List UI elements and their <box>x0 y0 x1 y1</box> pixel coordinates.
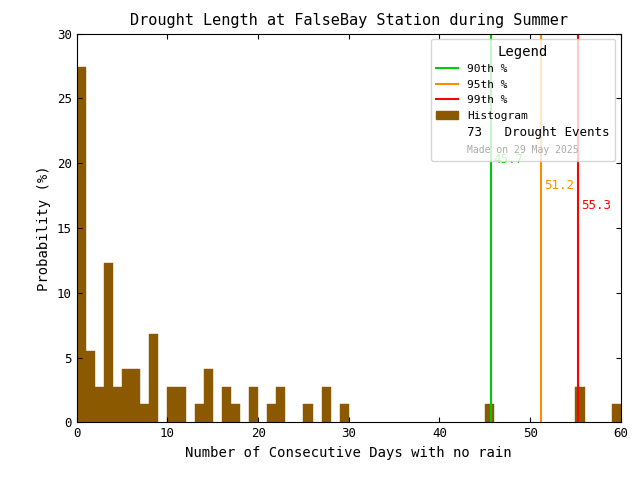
Bar <box>340 404 349 422</box>
Bar <box>86 351 95 422</box>
Text: 51.2: 51.2 <box>544 179 573 192</box>
Bar <box>77 67 86 422</box>
Text: 55.3: 55.3 <box>581 199 611 212</box>
X-axis label: Number of Consecutive Days with no rain: Number of Consecutive Days with no rain <box>186 446 512 460</box>
Bar <box>303 404 312 422</box>
Bar <box>485 404 494 422</box>
Bar <box>140 404 149 422</box>
Bar <box>231 404 240 422</box>
Legend: 90th %, 95th %, 99th %, Histogram, 73   Drought Events, Made on 29 May 2025: 90th %, 95th %, 99th %, Histogram, 73 Dr… <box>431 39 615 161</box>
Bar <box>222 387 231 422</box>
Bar <box>195 404 204 422</box>
Bar <box>95 387 104 422</box>
Bar <box>122 369 131 422</box>
Bar <box>113 387 122 422</box>
Title: Drought Length at FalseBay Station during Summer: Drought Length at FalseBay Station durin… <box>130 13 568 28</box>
Bar <box>177 387 186 422</box>
Bar <box>149 334 158 422</box>
Bar <box>204 369 212 422</box>
Y-axis label: Probability (%): Probability (%) <box>37 165 51 291</box>
Bar <box>104 263 113 422</box>
Bar <box>249 387 258 422</box>
Text: 45.7: 45.7 <box>494 153 524 166</box>
Bar <box>168 387 177 422</box>
Bar <box>575 387 584 422</box>
Bar <box>276 387 285 422</box>
Bar <box>131 369 140 422</box>
Bar <box>321 387 331 422</box>
Bar <box>268 404 276 422</box>
Bar <box>612 404 621 422</box>
